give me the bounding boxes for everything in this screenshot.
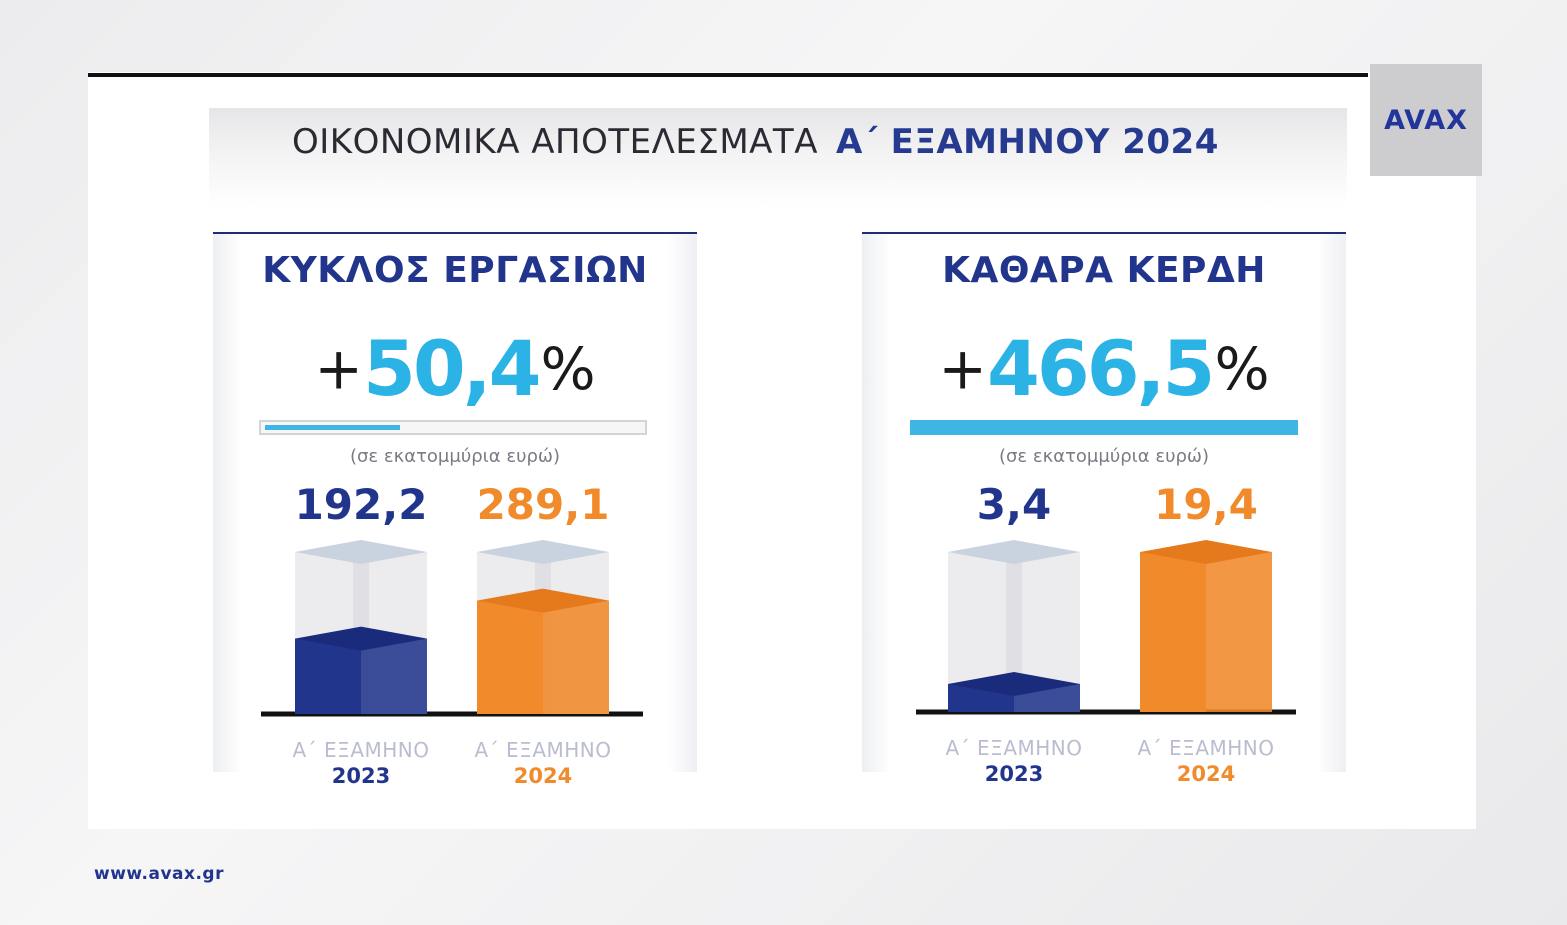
revenue-2023-year: 2023 — [331, 764, 391, 788]
bar-container-cap — [295, 540, 427, 564]
growth-sign: + — [314, 334, 363, 403]
net-profit-title: ΚΑΘΑΡΑ ΚΕΡΔΗ — [942, 250, 1266, 291]
net-profit-2024-value: 19,4 — [1154, 480, 1258, 529]
bar-fill-cap — [1140, 540, 1272, 564]
title-prefix: ΟΙΚΟΝΟΜΙΚΑ ΑΠΟΤΕΛΕΣΜΑΤΑ — [292, 122, 818, 162]
revenue-growth: +50,4% — [213, 324, 697, 413]
bar-container-edge — [1006, 552, 1022, 712]
page-title: ΟΙΚΟΝΟΜΙΚΑ ΑΠΟΤΕΛΕΣΜΑΤΑ Α΄ ΕΞΑΜΗΝΟΥ 2024 — [292, 122, 1219, 162]
bar-fill-cap — [295, 626, 427, 651]
website-url: www.avax.gr — [94, 864, 224, 884]
panel-rule — [213, 232, 697, 234]
bar-α΄-εξαμηνο-2024 — [1140, 540, 1272, 712]
growth-value: 50,4 — [362, 324, 542, 413]
net-profit-2024-year: 2024 — [1176, 762, 1236, 786]
revenue-bars — [261, 540, 643, 717]
revenue-growth-bar — [259, 420, 647, 435]
bar-α΄-εξαμηνο-2024 — [477, 540, 609, 714]
revenue-growth-fill — [265, 425, 400, 430]
net-profit-bars — [916, 540, 1296, 715]
bar-fill-side — [1206, 552, 1272, 712]
bar-fill-side — [361, 638, 427, 714]
title-highlight: Α΄ ΕΞΑΜΗΝΟΥ 2024 — [835, 122, 1219, 162]
bar-α΄-εξαμηνο-2023 — [295, 540, 427, 714]
title-band — [209, 108, 1347, 208]
growth-sign: + — [938, 334, 988, 403]
bar-fill-side — [543, 600, 609, 714]
bar-container-cap — [948, 540, 1080, 564]
growth-value: 466,5 — [987, 324, 1215, 413]
revenue-unit-label: (σε εκατομμύρια ευρώ) — [349, 446, 561, 467]
bar-container-cap — [477, 540, 609, 564]
net-profit-unit-label: (σε εκατομμύρια ευρώ) — [998, 446, 1210, 467]
bar-fill — [295, 638, 361, 714]
net-profit-2023-value: 3,4 — [976, 480, 1052, 529]
avax-logo: AVAX — [1370, 64, 1482, 176]
revenue-2024-period: Α΄ ΕΞΑΜΗΝΟ — [474, 738, 612, 762]
net-profit-panel: ΚΑΘΑΡΑ ΚΕΡΔΗ +466,5% (σε εκατομμύρια ευρ… — [862, 232, 1346, 786]
revenue-title: ΚΥΚΛΟΣ ΕΡΓΑΣΙΩΝ — [262, 250, 648, 291]
net-profit-2023-year: 2023 — [984, 762, 1044, 786]
net-profit-2023-period: Α΄ ΕΞΑΜΗΝΟ — [945, 736, 1083, 760]
revenue-2024-year: 2024 — [513, 764, 573, 788]
revenue-2023-period: Α΄ ΕΞΑΜΗΝΟ — [292, 738, 430, 762]
bar-fill — [477, 600, 543, 714]
revenue-panel: ΚΥΚΛΟΣ ΕΡΓΑΣΙΩΝ +50,4% (σε εκατομμύρια ε… — [213, 232, 697, 788]
logo-text: AVAX — [1384, 104, 1468, 136]
bar-fill — [1140, 552, 1206, 712]
net-profit-growth-bar — [910, 420, 1298, 435]
bar-fill-cap — [948, 671, 1080, 696]
growth-unit: % — [540, 334, 596, 403]
top-rule — [88, 73, 1368, 77]
growth-unit: % — [1214, 334, 1270, 403]
bar-fill-cap — [477, 588, 609, 613]
revenue-2024-value: 289,1 — [476, 480, 610, 529]
revenue-2023-value: 192,2 — [294, 480, 428, 529]
net-profit-2024-period: Α΄ ΕΞΑΜΗΝΟ — [1137, 736, 1275, 760]
net-profit-growth: +466,5% — [862, 324, 1346, 413]
panel-rule — [862, 232, 1346, 234]
bar-α΄-εξαμηνο-2023 — [948, 540, 1080, 712]
